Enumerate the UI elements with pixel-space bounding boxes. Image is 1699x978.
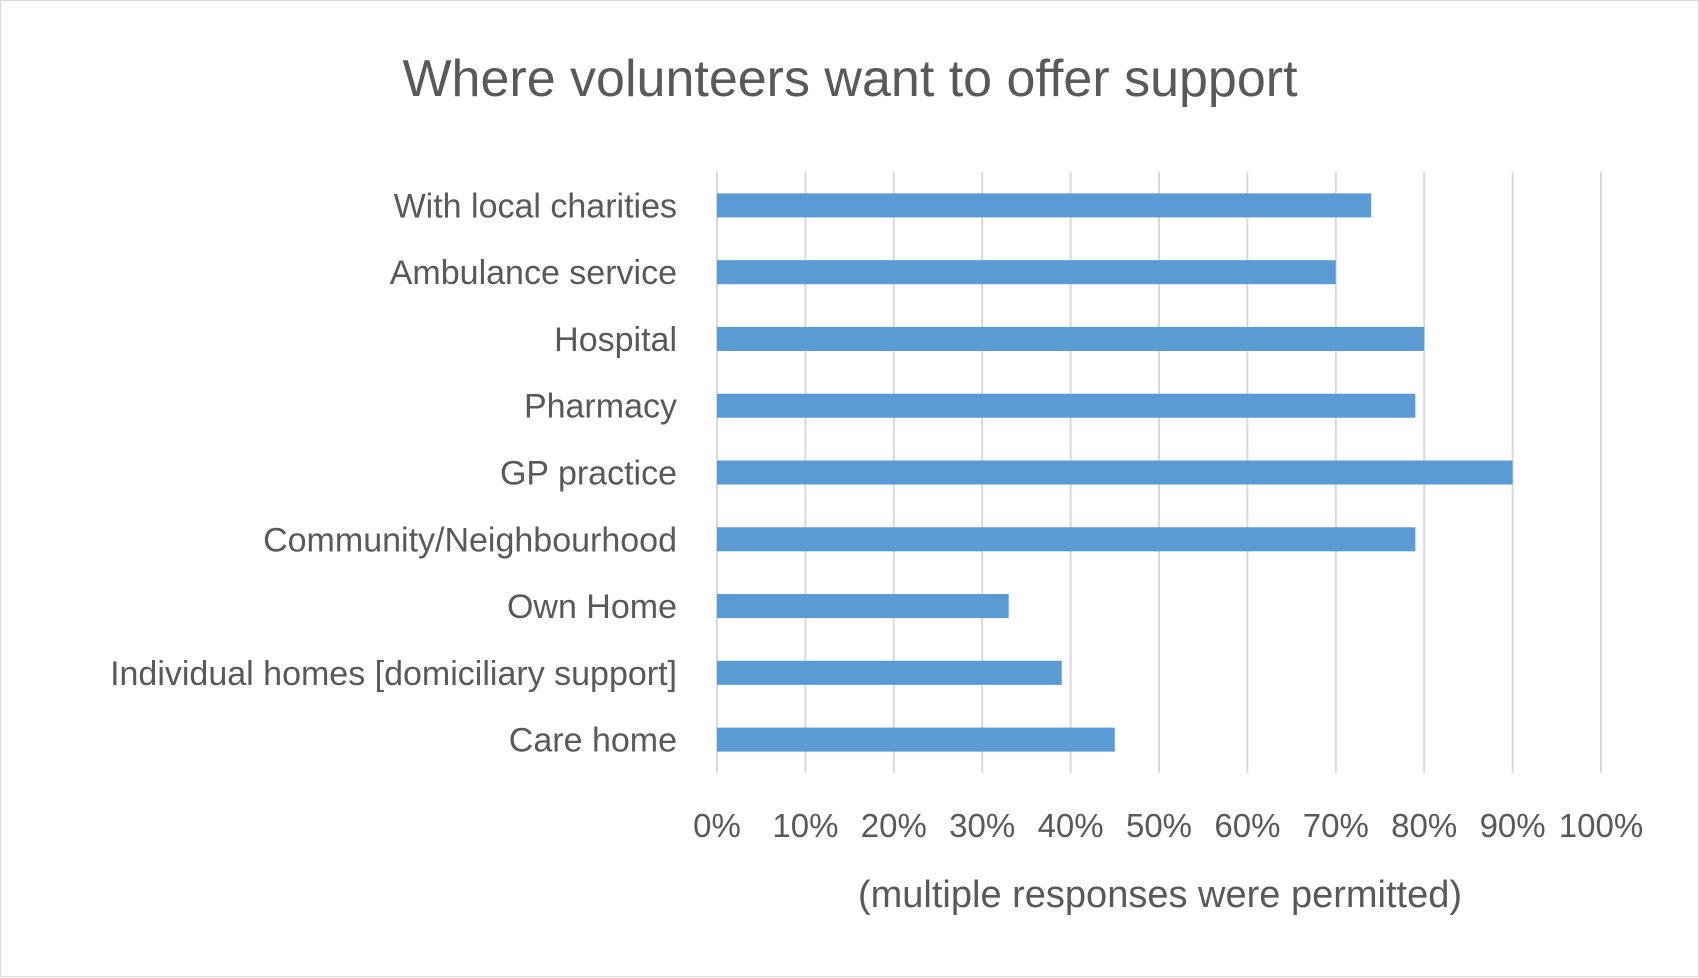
- bar: [717, 326, 1425, 351]
- x-tick-label: 100%: [1559, 807, 1643, 844]
- x-tick-label: 50%: [1126, 807, 1192, 844]
- bar: [717, 660, 1062, 685]
- x-tick-label: 60%: [1214, 807, 1280, 844]
- category-labels: With local charities Ambulance service Hos…: [110, 187, 677, 759]
- x-axis-title: (multiple responses were permitted): [858, 874, 1462, 916]
- x-tick-label: 90%: [1480, 807, 1546, 844]
- x-tick-label: 20%: [861, 807, 927, 844]
- bar: [717, 460, 1513, 485]
- bar: [717, 594, 1009, 619]
- x-tick-label: 10%: [772, 807, 838, 844]
- category-label: Hospital: [554, 321, 677, 359]
- bar: [717, 260, 1336, 285]
- bar: [717, 527, 1416, 552]
- x-tick-label: 40%: [1038, 807, 1104, 844]
- category-label: Care home: [509, 722, 677, 760]
- x-tick-label: 80%: [1391, 807, 1457, 844]
- bar: [717, 193, 1372, 218]
- category-label: Community/Neighbourhood: [263, 521, 677, 559]
- x-tick-label: 70%: [1303, 807, 1369, 844]
- category-label: Ambulance service: [390, 254, 677, 292]
- category-label: GP practice: [500, 455, 677, 493]
- x-tick-labels: 0% 10% 20% 30% 40% 50% 60% 70% 80% 90% 100%: [693, 807, 1643, 844]
- category-label: Pharmacy: [524, 388, 677, 426]
- category-label: With local charities: [394, 187, 677, 225]
- category-label: Own Home: [507, 588, 677, 626]
- bars: [717, 193, 1513, 752]
- category-label: Individual homes [domiciliary support]: [110, 655, 677, 693]
- bar: [717, 393, 1416, 418]
- bar: [717, 727, 1115, 752]
- x-tick-label: 30%: [949, 807, 1015, 844]
- x-tick-label: 0%: [693, 807, 741, 844]
- chart-title: Where volunteers want to offer support: [402, 50, 1298, 108]
